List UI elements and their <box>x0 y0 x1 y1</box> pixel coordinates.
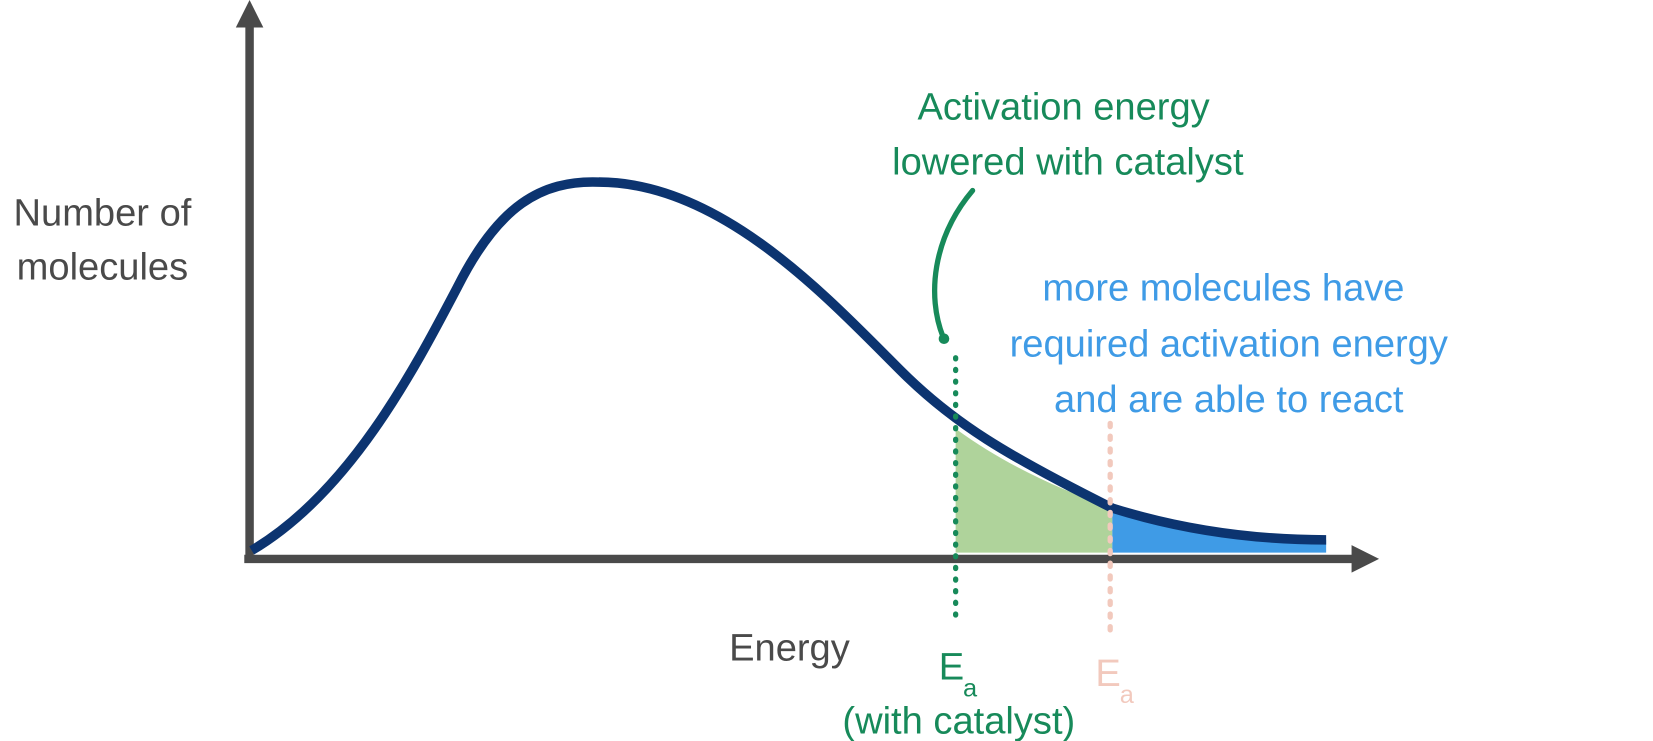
callout-dot <box>938 333 950 345</box>
ea-subscript: a <box>1120 681 1135 709</box>
y-axis-arrow <box>235 0 264 28</box>
callout-line <box>932 187 976 340</box>
ea-symbol: E <box>1095 653 1120 695</box>
area-note: more molecules have <box>1042 268 1404 310</box>
ea-catalyst-note: (with catalyst) <box>842 701 1075 741</box>
x-axis-arrow <box>1351 545 1380 573</box>
catalysed-area <box>955 428 1113 553</box>
x-axis-label: Energy <box>729 628 850 670</box>
catalyst-note: Activation energy <box>918 87 1210 129</box>
y-axis-label: Number of <box>14 192 192 234</box>
ea-catalyst-symbol: E <box>939 647 964 689</box>
distribution-curve <box>249 177 1327 555</box>
catalyst-note: lowered with catalyst <box>892 142 1244 184</box>
y-axis-label: molecules <box>17 246 189 288</box>
area-note: required activation energy <box>1010 324 1448 366</box>
ea-catalyst-subscript: a <box>963 675 978 703</box>
area-note: and are able to react <box>1054 379 1404 421</box>
